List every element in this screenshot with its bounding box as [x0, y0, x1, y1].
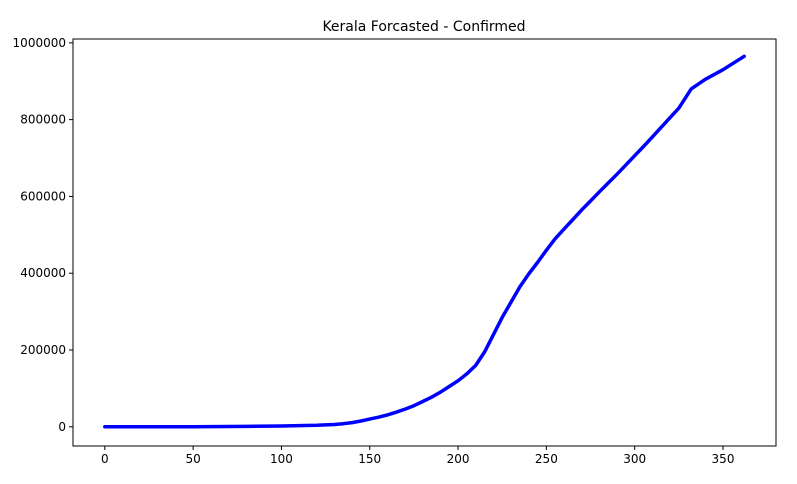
x-tick-label: 100	[270, 452, 293, 466]
chart-title: Kerala Forcasted - Confirmed	[322, 19, 525, 35]
y-tick-label: 800000	[20, 113, 66, 127]
x-tick-label: 50	[185, 452, 200, 466]
x-tick-label: 150	[358, 452, 381, 466]
y-tick-label: 600000	[20, 189, 66, 203]
y-tick-label: 400000	[20, 266, 66, 280]
x-tick-label: 350	[712, 452, 735, 466]
ticks-layer: 0 50 100 150 200 250 300 350 0 200000 400000 600000…	[13, 36, 735, 466]
x-tick-label: 250	[535, 452, 558, 466]
series-line	[103, 54, 746, 429]
y-tick-label: 1000000	[13, 36, 66, 50]
y-tick-label: 0	[58, 420, 66, 434]
x-tick-label: 0	[101, 452, 109, 466]
y-tick-label: 200000	[20, 343, 66, 357]
x-tick-label: 200	[447, 452, 470, 466]
plot-frame	[72, 38, 777, 447]
x-tick-label: 300	[623, 452, 646, 466]
